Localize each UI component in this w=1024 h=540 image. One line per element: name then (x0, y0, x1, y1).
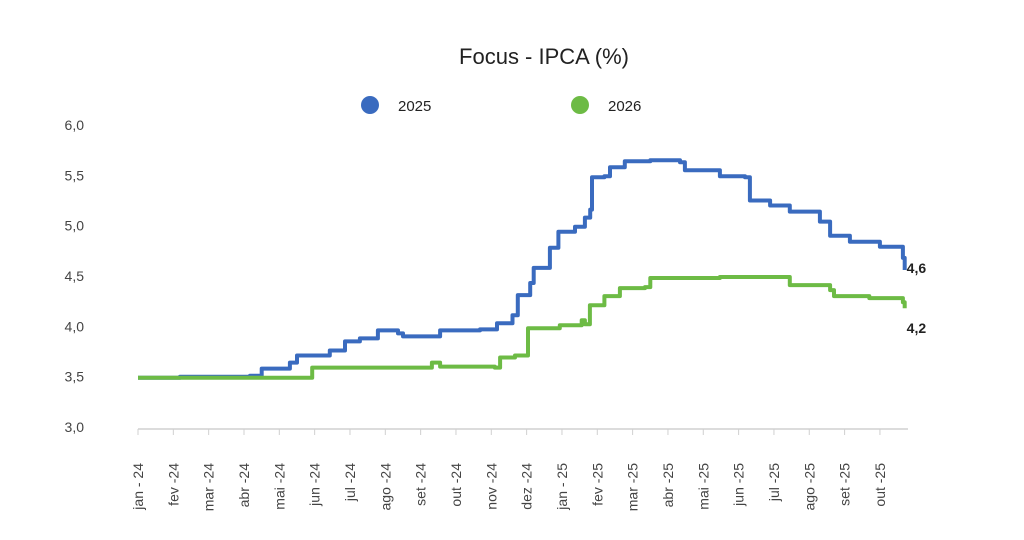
y-tick-label: 5,5 (65, 167, 85, 183)
legend-label-2025: 2025 (398, 98, 431, 115)
y-axis: 3,0 3,5 4,0 4,5 5,0 5,5 6,0 (65, 117, 85, 435)
x-tick-label: out -25 (872, 463, 888, 507)
x-tick-label: mar -25 (625, 463, 641, 511)
x-tick-label: jun -24 (307, 463, 323, 507)
end-label-2025: 4,6 (907, 260, 927, 276)
x-tick-label: set -24 (413, 463, 429, 506)
x-tick-label: fev -25 (589, 463, 605, 506)
x-tick-label: out -24 (448, 463, 464, 507)
x-axis: jan - 24 fev -24 mar -24 abr -24 mai -24 jun … (130, 428, 908, 511)
x-tick-label: abr -24 (236, 463, 252, 508)
y-tick-label: 4,5 (65, 268, 85, 284)
x-tick-label: jan - 25 (554, 463, 570, 511)
series-line-2026 (138, 275, 907, 380)
x-tick-label: jun -25 (731, 463, 747, 507)
legend-label-2026: 2026 (608, 98, 641, 115)
x-tick-label: jan - 24 (130, 463, 146, 511)
legend-marker-2025 (361, 96, 379, 114)
end-label-2026: 4,2 (907, 320, 927, 336)
y-tick-label: 6,0 (65, 117, 85, 133)
x-tick-label: dez -24 (519, 463, 535, 510)
x-tick-label: ago -25 (801, 463, 817, 511)
x-tick-label: ago -24 (377, 463, 393, 511)
legend-marker-2026 (571, 96, 589, 114)
x-tick-label: nov -24 (483, 463, 499, 510)
x-tick-label: abr -25 (660, 463, 676, 508)
x-tick-label: mai -24 (271, 463, 287, 510)
y-tick-label: 5,0 (65, 218, 85, 234)
x-tick-label: mai -25 (695, 463, 711, 510)
x-tick-label: fev -24 (165, 463, 181, 506)
series-line-2025 (138, 158, 907, 380)
x-tick-label: mar -24 (201, 463, 217, 511)
series-lines: 4,6 4,2 (138, 158, 927, 380)
legend: 2025 2026 (361, 96, 641, 115)
y-tick-label: 4,0 (65, 318, 85, 334)
x-tick-label: jul -25 (766, 463, 782, 502)
y-tick-label: 3,0 (65, 419, 85, 435)
x-tick-label: set -25 (837, 463, 853, 506)
y-tick-label: 3,5 (65, 369, 85, 385)
x-tick-label: jul -24 (342, 463, 358, 502)
chart-title: Focus - IPCA (%) (459, 44, 629, 69)
